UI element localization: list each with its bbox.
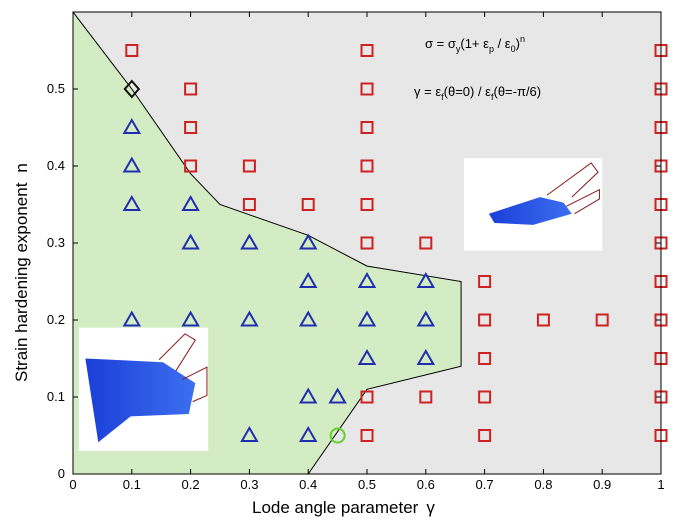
square-marker — [360, 429, 374, 442]
grip-outline — [182, 366, 208, 403]
triangle-marker — [357, 348, 377, 365]
x-axis-label: Lode angle parameter γ — [252, 498, 435, 517]
triangle-marker — [298, 233, 318, 250]
triangle-marker — [240, 233, 259, 250]
x-axis-ticks: 0 0.1 0.2 0.3 0.4 0.5 0.6 0.7 0.8 0.9 1 — [69, 12, 665, 492]
triangle-marker — [240, 310, 259, 327]
square-marker — [360, 121, 374, 134]
green-region-boundary — [73, 12, 462, 474]
square-marker — [184, 82, 198, 96]
circle-marker — [329, 427, 346, 444]
specimen-inset-bottom-left — [78, 327, 209, 451]
triangle-marker — [357, 271, 377, 288]
x-tick-label: 0.5 — [358, 477, 376, 492]
square-marker — [360, 236, 374, 250]
triangle-marker — [181, 194, 200, 211]
x-tick-label: 0.6 — [417, 477, 435, 492]
square-marker — [478, 352, 492, 365]
triangle-marker — [122, 310, 142, 327]
x-tick-label: 0.7 — [476, 477, 494, 492]
x-tick-label: 0.9 — [593, 477, 611, 492]
triangle-marker — [181, 310, 200, 327]
square-marker — [595, 313, 609, 327]
triangle-marker — [328, 387, 347, 404]
square-marker — [360, 390, 374, 404]
triangle-marker — [181, 233, 200, 250]
x-tick-label: 0.8 — [534, 477, 552, 492]
square-marker — [478, 275, 492, 288]
square-marker — [125, 44, 139, 57]
square-marker — [301, 198, 315, 211]
x-tick-label: 0.4 — [299, 477, 317, 492]
y-tick-label: 0.2 — [47, 312, 65, 327]
grip-outline — [158, 333, 197, 372]
square-marker — [360, 198, 374, 211]
square-marker — [478, 429, 492, 442]
y-axis-ticks: 0 0.1 0.2 0.3 0.4 0.5 — [47, 81, 661, 481]
square-marker — [184, 159, 198, 173]
triangle-marker — [298, 310, 318, 327]
y-tick-label: 0 — [58, 466, 65, 481]
specimen-shape — [85, 358, 196, 443]
equation-sigma: σ = σy(1+ εp / ε0)n — [425, 34, 525, 54]
triangle-marker — [416, 348, 436, 365]
triangle-marker — [122, 194, 142, 211]
y-tick-label: 0.3 — [47, 235, 65, 250]
triangle-marker — [122, 117, 142, 134]
x-tick-label: 0.1 — [123, 477, 141, 492]
equation-gamma: γ = εf(θ=0) / εf(θ=-π/6) — [414, 84, 541, 102]
grip-outline — [546, 162, 599, 198]
square-marker — [242, 198, 256, 211]
triangle-marker — [357, 310, 377, 327]
square-marker — [360, 159, 374, 173]
triangle-marker — [122, 156, 142, 173]
triangle-marker — [416, 271, 436, 288]
square-marker — [360, 44, 374, 57]
square-marker — [536, 313, 550, 327]
specimen-shape — [488, 197, 572, 225]
grip-outline — [566, 188, 600, 215]
square-marker — [242, 159, 256, 173]
triangle-marker — [416, 310, 436, 327]
x-tick-label: 1 — [657, 477, 664, 492]
specimen-inset-top-right — [464, 158, 603, 251]
square-marker — [184, 121, 198, 134]
x-tick-label: 0.2 — [182, 477, 200, 492]
square-marker — [419, 390, 433, 404]
y-axis-label: Strain hardening exponentn — [12, 163, 31, 382]
triangle-marker — [298, 271, 318, 288]
x-tick-label: 0.3 — [240, 477, 258, 492]
triangle-marker — [298, 425, 318, 442]
square-marker — [360, 82, 374, 96]
triangle-marker — [240, 425, 259, 442]
y-tick-label: 0.4 — [47, 158, 65, 173]
square-marker — [419, 236, 433, 250]
triangle-marker — [298, 387, 318, 404]
diamond-marker — [123, 79, 141, 99]
square-marker — [478, 313, 492, 327]
square-marker — [478, 390, 492, 404]
x-tick-label: 0 — [69, 477, 76, 492]
y-tick-label: 0.1 — [47, 389, 65, 404]
y-tick-label: 0.5 — [47, 81, 65, 96]
